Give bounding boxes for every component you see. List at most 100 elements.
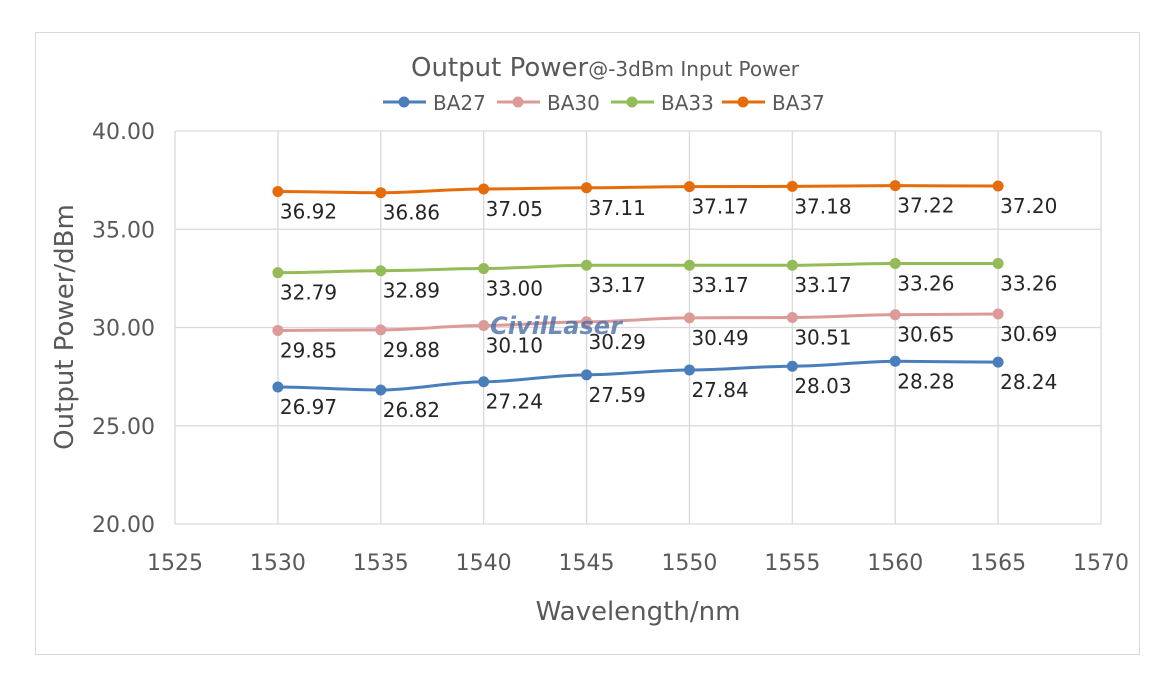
data-label: 37.18 xyxy=(794,194,851,218)
data-label: 26.82 xyxy=(383,398,440,422)
data-label: 28.24 xyxy=(1000,370,1057,394)
chart-title: Output Power@-3dBm Input Power xyxy=(411,53,800,83)
data-label: 27.59 xyxy=(589,383,646,407)
data-point xyxy=(889,355,901,367)
legend-item-ba33: BA33 xyxy=(611,91,714,115)
data-label: 33.17 xyxy=(691,273,748,297)
data-point xyxy=(786,311,798,323)
data-label: 30.65 xyxy=(897,323,954,347)
legend-label: BA33 xyxy=(661,91,714,115)
watermark: CivilLaser xyxy=(490,312,624,340)
chart-frame xyxy=(35,32,1140,655)
series-line xyxy=(277,359,999,392)
data-point xyxy=(683,259,695,271)
data-point xyxy=(272,267,284,279)
data-label: 37.11 xyxy=(589,196,646,220)
data-label: 32.79 xyxy=(280,281,337,305)
data-point xyxy=(581,369,593,381)
data-label: 26.97 xyxy=(280,395,337,419)
data-label: 36.86 xyxy=(383,201,440,225)
data-point xyxy=(581,259,593,271)
data-label: 28.28 xyxy=(897,369,954,393)
x-tick-label: 1550 xyxy=(661,551,717,576)
data-label: 33.26 xyxy=(1000,271,1057,295)
chart-subtitle: @-3dBm Input Power xyxy=(588,57,800,81)
data-point xyxy=(889,309,901,321)
x-tick-label: 1560 xyxy=(867,551,923,576)
data-point xyxy=(992,257,1004,269)
data-point xyxy=(581,316,593,328)
x-axis-label: Wavelength/nm xyxy=(536,597,741,627)
data-point xyxy=(375,187,387,199)
data-point xyxy=(272,381,284,393)
x-tick-label: 1540 xyxy=(456,551,512,576)
data-label: 37.05 xyxy=(486,197,543,221)
legend-label: BA27 xyxy=(433,91,486,115)
data-point xyxy=(992,180,1004,192)
data-point xyxy=(272,324,284,336)
data-label: 37.17 xyxy=(691,195,748,219)
data-label: 33.26 xyxy=(897,271,954,295)
x-tick-label: 1535 xyxy=(353,551,409,576)
legend-label: BA37 xyxy=(772,91,825,115)
data-label: 30.29 xyxy=(589,330,646,354)
x-tick-label: 1530 xyxy=(250,551,306,576)
data-point xyxy=(786,360,798,372)
data-label: 37.22 xyxy=(897,194,954,218)
data-label: 30.10 xyxy=(486,334,543,358)
data-point xyxy=(683,181,695,193)
data-point xyxy=(786,259,798,271)
data-label: 27.84 xyxy=(691,378,748,402)
data-label: 29.85 xyxy=(280,338,337,362)
legend-label: BA30 xyxy=(547,91,600,115)
series-line xyxy=(277,184,999,195)
data-point xyxy=(992,356,1004,368)
data-label: 33.17 xyxy=(589,273,646,297)
legend-item-ba37: BA37 xyxy=(722,91,825,115)
data-label: 37.20 xyxy=(1000,194,1057,218)
data-point xyxy=(478,376,490,388)
y-tick-label: 25.00 xyxy=(92,415,155,440)
data-point xyxy=(478,320,490,332)
y-tick-label: 30.00 xyxy=(92,317,155,342)
chart-title-main: Output Power xyxy=(411,53,588,83)
data-point xyxy=(375,265,387,277)
data-label: 29.88 xyxy=(383,338,440,362)
y-tick-label: 20.00 xyxy=(92,513,155,538)
series-ba27: 26.97 26.82 27.24 27.59 27.84 28.03 28.28 28.24 xyxy=(272,355,1057,422)
data-point xyxy=(375,384,387,396)
data-point xyxy=(889,180,901,192)
legend-marker-icon xyxy=(398,96,410,108)
x-tick-label: 1545 xyxy=(559,551,615,576)
data-point xyxy=(375,324,387,336)
data-label: 33.17 xyxy=(794,273,851,297)
data-label: 27.24 xyxy=(486,390,543,414)
x-tick-label: 1565 xyxy=(970,551,1026,576)
data-point xyxy=(992,308,1004,320)
series-line xyxy=(277,261,999,275)
data-point xyxy=(683,312,695,324)
series-ba30: 29.85 29.88 30.10 30.29 30.49 30.51 30.65 30.69 xyxy=(272,308,1057,362)
y-tick-label: 35.00 xyxy=(92,218,155,243)
data-label: 30.69 xyxy=(1000,322,1057,346)
data-label: 32.89 xyxy=(383,279,440,303)
data-point xyxy=(786,180,798,192)
x-tick-label: 1525 xyxy=(147,551,203,576)
series-ba37: 36.92 36.86 37.05 37.11 37.17 37.18 37.22 37.20 xyxy=(272,180,1057,225)
data-point xyxy=(889,257,901,269)
x-tick-label: 1555 xyxy=(764,551,820,576)
y-tick-label: 40.00 xyxy=(92,120,155,145)
data-point xyxy=(683,364,695,376)
x-tick-label: 1570 xyxy=(1073,551,1129,576)
data-point xyxy=(272,186,284,198)
data-point xyxy=(478,263,490,275)
legend-marker-icon xyxy=(737,96,749,108)
series-ba33: 32.79 32.89 33.00 33.17 33.17 33.17 33.26 33.26 xyxy=(272,257,1057,305)
legend-item-ba30: BA30 xyxy=(497,91,600,115)
legend-marker-icon xyxy=(512,96,524,108)
y-axis-label: Output Power/dBm xyxy=(50,204,80,450)
series-line xyxy=(277,312,999,332)
data-label: 28.03 xyxy=(794,374,851,398)
data-label: 33.00 xyxy=(486,277,543,301)
